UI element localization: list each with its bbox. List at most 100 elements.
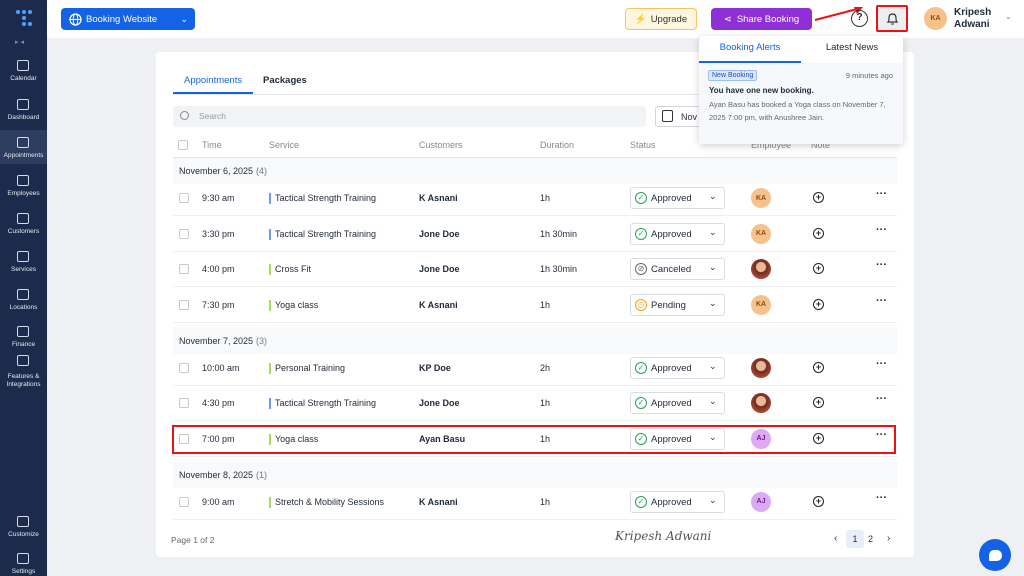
row-checkbox[interactable] bbox=[179, 398, 189, 408]
sidebar-label[interactable]: Features & Integrations bbox=[6, 373, 41, 388]
user-menu-caret[interactable]: ⌄ bbox=[1005, 12, 1012, 21]
row-checkbox[interactable] bbox=[179, 496, 189, 507]
note-button[interactable]: + bbox=[813, 298, 824, 310]
note-button[interactable]: + bbox=[813, 495, 824, 507]
sidebar-label[interactable]: Calendar bbox=[10, 75, 37, 82]
row-divider bbox=[173, 286, 897, 287]
note-button[interactable]: + bbox=[813, 361, 824, 373]
status-dropdown[interactable] bbox=[630, 222, 725, 245]
sidebar-label[interactable]: Employees bbox=[7, 190, 40, 197]
sidebar-icon bbox=[17, 355, 29, 366]
sidebar-icon bbox=[17, 60, 29, 71]
upgrade-button[interactable]: ⚡ Upgrade bbox=[625, 8, 697, 30]
status-icon: ✓ bbox=[635, 397, 647, 409]
more-button[interactable]: ··· bbox=[876, 491, 887, 504]
status-dropdown[interactable] bbox=[630, 392, 725, 414]
popup-tab[interactable]: Latest News bbox=[825, 42, 879, 53]
row-checkbox[interactable] bbox=[179, 299, 189, 310]
duration: 1h 30min bbox=[540, 228, 578, 239]
user-avatar[interactable]: KA bbox=[924, 7, 947, 30]
booking-website-button[interactable]: Booking Website ⌄ bbox=[61, 8, 195, 30]
page-button[interactable]: 1 bbox=[846, 530, 864, 548]
row-checkbox[interactable] bbox=[179, 433, 189, 444]
status-dropdown[interactable] bbox=[630, 427, 725, 450]
sidebar-label[interactable]: Dashboard bbox=[7, 114, 40, 121]
column-header: Status bbox=[630, 140, 656, 150]
time: 9:30 am bbox=[202, 193, 235, 203]
column-header: Duration bbox=[540, 140, 575, 150]
service-color-bar bbox=[269, 398, 271, 409]
notification-bell[interactable] bbox=[876, 5, 908, 32]
page-button[interactable]: 2 bbox=[868, 534, 874, 544]
note-button[interactable]: + bbox=[813, 263, 824, 274]
sidebar-label[interactable]: Finance bbox=[11, 341, 36, 348]
employee-photo bbox=[751, 393, 771, 413]
collapse[interactable]: ▸ ◂ bbox=[15, 39, 24, 46]
more-button[interactable]: ··· bbox=[876, 188, 887, 200]
group-count: (4) bbox=[256, 166, 267, 176]
customer: Jone Doe bbox=[419, 228, 460, 239]
sidebar-label[interactable]: Appointments bbox=[3, 152, 44, 159]
more-button[interactable]: ··· bbox=[876, 357, 887, 370]
share-booking-button[interactable]: ⋖ Share Booking bbox=[711, 8, 812, 30]
group-date: November 6, 2025 bbox=[179, 166, 254, 176]
service-color-bar bbox=[269, 228, 271, 240]
sidebar-label[interactable]: Customize bbox=[8, 531, 39, 538]
row-checkbox[interactable] bbox=[179, 362, 189, 373]
sidebar-label[interactable]: Settings bbox=[11, 568, 36, 575]
column-header: Employee bbox=[751, 140, 792, 150]
row-checkbox[interactable] bbox=[179, 264, 189, 274]
time: 10:00 am bbox=[202, 362, 240, 373]
customer: Jone Doe bbox=[419, 264, 460, 274]
status-dropdown[interactable] bbox=[630, 356, 725, 379]
sidebar-label[interactable]: Locations bbox=[9, 304, 38, 311]
next-page[interactable]: › bbox=[887, 533, 891, 544]
prev-page[interactable]: ‹ bbox=[834, 533, 838, 544]
note-button[interactable]: + bbox=[813, 192, 824, 203]
employee-avatar: KA bbox=[751, 294, 771, 315]
chat-button[interactable] bbox=[979, 539, 1011, 571]
employee-avatar: AJ bbox=[751, 428, 771, 449]
row-checkbox[interactable] bbox=[179, 228, 189, 239]
search-icon bbox=[180, 111, 189, 120]
row-divider bbox=[173, 455, 897, 457]
sidebar-label[interactable]: Services bbox=[11, 266, 36, 273]
group-header-bg bbox=[173, 327, 897, 354]
tab-underline bbox=[173, 92, 253, 94]
more-button[interactable]: ··· bbox=[876, 294, 887, 307]
status-icon: ✓ bbox=[635, 192, 647, 204]
more-button[interactable]: ··· bbox=[876, 223, 887, 236]
more-button[interactable]: ··· bbox=[876, 428, 887, 441]
popup-tab[interactable]: Booking Alerts bbox=[719, 42, 781, 53]
note-button[interactable]: + bbox=[813, 432, 824, 444]
status-caret: ⌄ bbox=[709, 494, 717, 505]
label: Booking Website bbox=[86, 13, 158, 25]
sidebar-label[interactable]: Customers bbox=[7, 228, 40, 235]
customer: K Asnani bbox=[419, 193, 458, 203]
row-divider bbox=[173, 384, 897, 386]
status-icon: ◷ bbox=[635, 298, 647, 311]
tab[interactable]: Appointments bbox=[184, 75, 243, 86]
logo bbox=[16, 10, 32, 26]
sidebar-icon bbox=[17, 175, 29, 186]
status-dropdown[interactable] bbox=[630, 293, 725, 316]
more-button[interactable]: ··· bbox=[876, 259, 887, 271]
row-divider bbox=[173, 250, 897, 252]
status-caret: ⌄ bbox=[709, 431, 717, 442]
tab[interactable]: Packages bbox=[263, 75, 307, 86]
duration: 1h 30min bbox=[540, 264, 578, 274]
status-dropdown[interactable] bbox=[630, 490, 725, 513]
header-checkbox[interactable] bbox=[178, 140, 188, 150]
note-button[interactable]: + bbox=[813, 397, 824, 408]
note-button[interactable]: + bbox=[813, 227, 824, 239]
signature: Kripesh Adwani bbox=[615, 529, 712, 543]
status-dropdown[interactable] bbox=[630, 187, 725, 209]
group-count: (3) bbox=[256, 335, 267, 346]
status: Approved bbox=[651, 228, 692, 240]
status-caret: ⌄ bbox=[709, 191, 717, 201]
status-dropdown[interactable] bbox=[630, 258, 725, 280]
more-button[interactable]: ··· bbox=[876, 393, 887, 405]
status-icon: ✓ bbox=[635, 227, 647, 240]
help-icon[interactable]: ? bbox=[851, 10, 868, 27]
row-checkbox[interactable] bbox=[179, 193, 189, 203]
